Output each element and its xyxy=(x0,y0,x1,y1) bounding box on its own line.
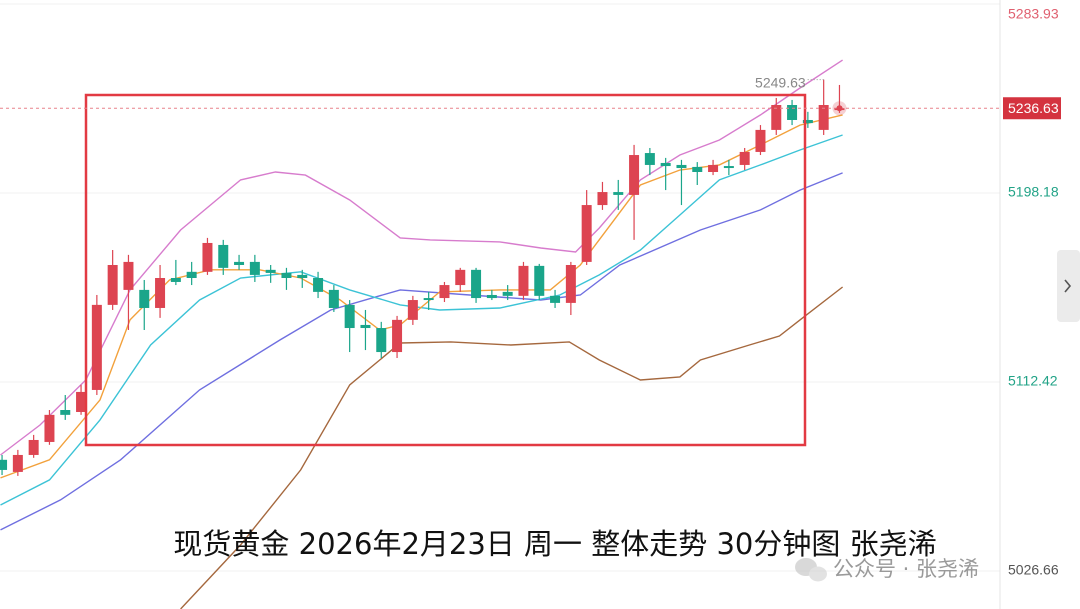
candle-body xyxy=(107,264,118,305)
candle-body xyxy=(629,155,640,195)
y-tick-label: 5198.18 xyxy=(1008,184,1059,200)
expand-arrow xyxy=(1064,279,1072,293)
candle-body xyxy=(123,261,134,290)
candle-body xyxy=(281,272,292,279)
range-box xyxy=(84,93,807,447)
candle-body xyxy=(787,105,798,120)
candle-body xyxy=(502,291,513,296)
candle-body xyxy=(423,298,434,301)
candle-body xyxy=(392,319,403,353)
candle-body xyxy=(518,265,529,296)
candle-body xyxy=(597,192,608,206)
candle-body xyxy=(407,300,418,320)
candle-body xyxy=(218,244,229,268)
y-tick-label: 5112.42 xyxy=(1008,373,1058,389)
candle-body xyxy=(170,278,181,282)
candle-body xyxy=(360,324,371,329)
candle-body xyxy=(802,119,813,124)
candle-body xyxy=(755,129,766,152)
candle-body xyxy=(455,269,466,286)
expand-button[interactable] xyxy=(1057,250,1080,322)
y-tick-label: 5283.93 xyxy=(1008,6,1059,22)
last-price-dot xyxy=(836,105,843,112)
candle-body xyxy=(313,278,324,292)
high-label: 5249.63 xyxy=(755,74,806,90)
candle-body xyxy=(297,274,308,279)
candle-body xyxy=(739,151,750,165)
candle-body xyxy=(249,261,260,275)
candle-body xyxy=(186,271,197,279)
candle-body xyxy=(202,242,213,272)
candle-body xyxy=(613,192,624,195)
candle-body xyxy=(234,261,245,265)
candle-body xyxy=(439,285,450,299)
candle-body xyxy=(550,295,561,303)
candle-body xyxy=(344,304,355,329)
indicator-line xyxy=(0,59,843,456)
candle-body xyxy=(28,439,39,455)
last-price-box xyxy=(1003,97,1061,120)
indicator-line xyxy=(0,134,843,506)
candle-body xyxy=(723,166,734,169)
overlay-layer: 5236.63 5249.63 xyxy=(0,74,1061,120)
candle-body xyxy=(76,391,87,412)
candle-body xyxy=(155,278,166,308)
candle-body xyxy=(771,105,782,130)
candle-body xyxy=(0,459,8,470)
candle-layer xyxy=(0,79,845,476)
candle-body xyxy=(581,205,592,262)
candle-body xyxy=(660,162,671,167)
indicator-line xyxy=(0,172,843,531)
candle-body xyxy=(376,328,387,353)
candle-body xyxy=(708,164,719,173)
last-price-label: 5236.63 xyxy=(1008,100,1059,116)
candle-body xyxy=(91,304,102,390)
candle-body xyxy=(486,294,497,299)
chart-title: 现货黄金 2026年2月23日 周一 整体走势 30分钟图 张尧浠 xyxy=(173,527,936,561)
candle-body xyxy=(265,269,276,273)
candle-body xyxy=(328,289,339,308)
grid-layer xyxy=(0,3,1000,572)
candle-body xyxy=(60,410,71,415)
watermark-icon xyxy=(795,558,827,582)
candle-body xyxy=(12,454,23,472)
candle-body xyxy=(692,166,703,173)
candle-body xyxy=(676,164,687,169)
candle-body xyxy=(565,264,576,303)
candle-body xyxy=(818,105,829,130)
candle-body xyxy=(471,269,482,299)
candle-body xyxy=(534,265,545,296)
candle-body xyxy=(44,414,55,442)
watermark: 公众号 · 张尧浠 xyxy=(833,557,979,581)
indicator-line xyxy=(180,286,844,609)
y-tick-label: 5026.66 xyxy=(1008,562,1059,578)
candle-body xyxy=(644,153,655,165)
candle-body xyxy=(139,289,150,308)
